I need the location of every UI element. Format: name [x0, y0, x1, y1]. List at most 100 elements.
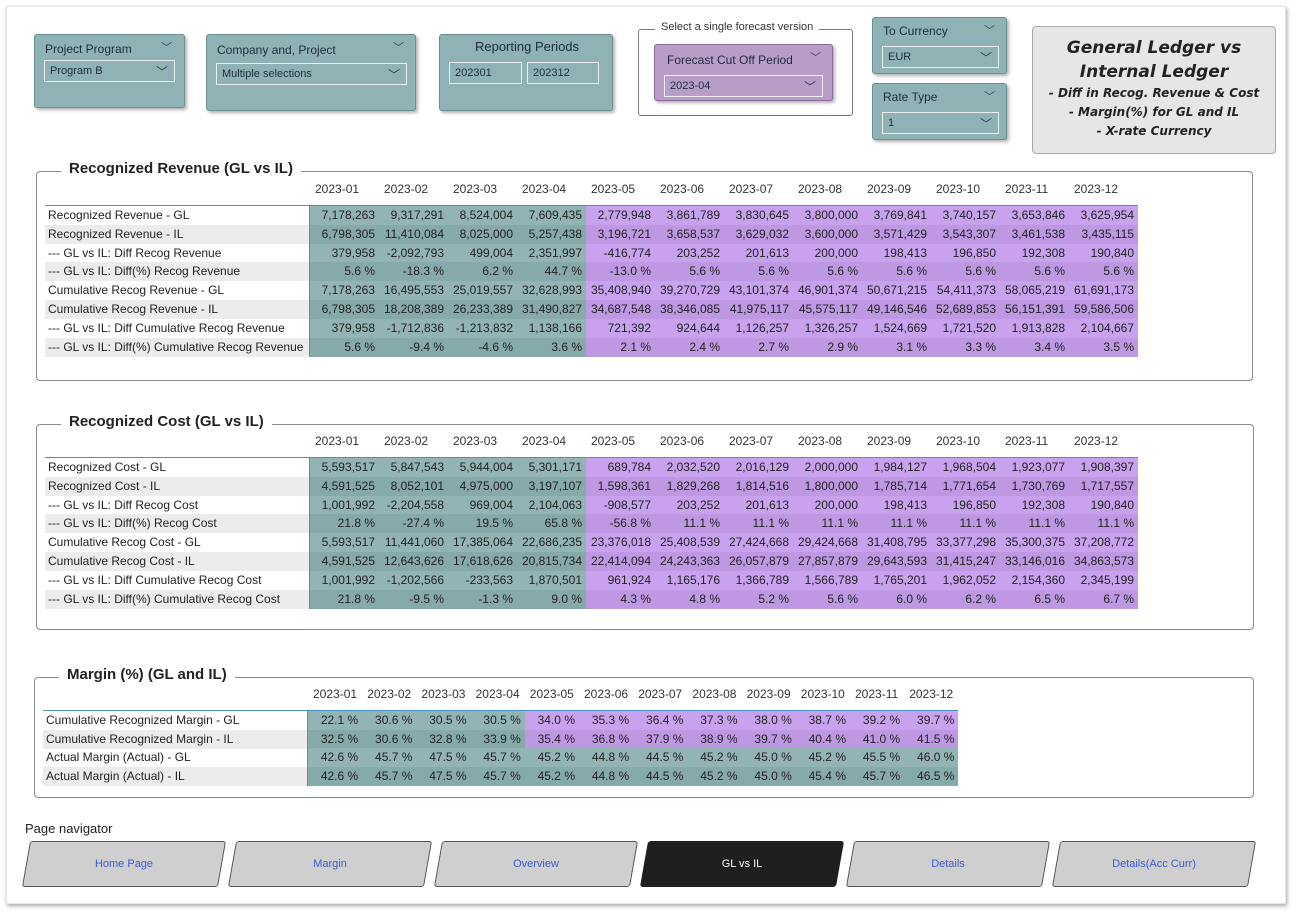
project-program-slicer[interactable]: Project Program ﹀ Program B ﹀	[34, 34, 185, 108]
period-from-value: 202301	[455, 67, 492, 79]
nav-button-details-acc-curr[interactable]: Details(Acc Curr)	[1051, 841, 1257, 887]
table-cell: 31,490,827	[517, 300, 586, 319]
cost-matrix[interactable]: Recognized Cost (GL vs IL) 2023-01 2023-0…	[36, 413, 1254, 630]
to-currency-slicer[interactable]: To Currency ﹀ EUR ﹀	[872, 17, 1007, 74]
table-row[interactable]: Recognized Revenue - IL 6,798,305 11,410,0…	[45, 224, 1138, 244]
table-cell: 22,414,094	[586, 552, 655, 571]
table-row[interactable]: --- GL vs IL: Diff Recog Revenue 379,958-…	[45, 243, 1138, 263]
table-row[interactable]: Actual Margin (Actual) - GL 42.6 % 45.7 % 4…	[43, 748, 959, 768]
table-cell: 45.2 %	[687, 748, 742, 768]
table-cell: 36.8 %	[579, 729, 634, 749]
column-header-2023-07: 2023-07	[729, 434, 774, 448]
table-cell: 8,025,000	[448, 224, 517, 244]
table-row[interactable]: Cumulative Recog Cost - GL 5,593,517 11,44…	[45, 533, 1138, 553]
table-cell: 30.6 %	[362, 711, 417, 730]
period-from-input[interactable]: 202301	[449, 62, 522, 84]
margin-matrix[interactable]: Margin (%) (GL and IL) 2023-01 2023-02 202…	[34, 666, 1254, 798]
column-header-2023-11: 2023-11	[1005, 182, 1049, 196]
table-cell: 3,830,645	[724, 206, 793, 225]
row-label: --- GL vs IL: Diff Cumulative Recog Cost	[45, 570, 310, 590]
company-project-dropdown[interactable]: Multiple selections ﹀	[216, 63, 407, 85]
nav-button-home-page[interactable]: Home Page	[21, 841, 227, 887]
table-row[interactable]: Recognized Cost - GL 5,593,517 5,847,543 5,…	[45, 458, 1138, 477]
project-program-dropdown[interactable]: Program B ﹀	[44, 60, 175, 82]
period-to-input[interactable]: 202312	[527, 62, 599, 84]
table-row[interactable]: --- GL vs IL: Diff Cumulative Recog Reve…	[45, 318, 1138, 338]
table-cell: 8,052,101	[379, 476, 448, 496]
table-row[interactable]: --- GL vs IL: Diff Recog Cost 1,001,992 -2…	[45, 495, 1138, 515]
table-cell: 29,643,593	[862, 552, 931, 571]
table-cell: 3.3 %	[931, 337, 1000, 357]
table-row[interactable]: --- GL vs IL: Diff Cumulative Recog Cost…	[45, 570, 1138, 590]
forecast-cutoff-slicer[interactable]: Forecast Cut Off Period ﹀ 2023-04 ﹀	[654, 44, 833, 101]
table-cell: 7,178,263	[310, 206, 379, 225]
table-cell: 5.6 %	[310, 262, 379, 282]
table-cell: 5,257,438	[517, 224, 586, 244]
table-cell: 379,958	[310, 318, 379, 338]
row-label: --- GL vs IL: Diff Recog Revenue	[45, 243, 310, 263]
table-cell: 16,495,553	[379, 281, 448, 301]
table-row[interactable]: --- GL vs IL: Diff(%) Cumulative Recog C…	[45, 589, 1138, 609]
nav-button-gl-vs-il[interactable]: GL vs IL	[639, 841, 845, 887]
revenue-matrix[interactable]: Recognized Revenue (GL vs IL) 2023-01 202…	[36, 160, 1253, 381]
table-cell: 196,850	[931, 495, 1000, 515]
nav-button-overview[interactable]: Overview	[433, 841, 639, 887]
chevron-down-icon[interactable]: ﹀	[393, 42, 404, 54]
table-cell: 2,016,129	[724, 458, 793, 477]
table-cell: 5.6 %	[793, 589, 862, 609]
project-program-title: Project Program	[45, 42, 132, 56]
table-cell: 200,000	[793, 495, 862, 515]
table-row[interactable]: --- GL vs IL: Diff(%) Recog Revenue 5.6 %…	[45, 262, 1138, 282]
table-cell: 1,165,176	[655, 570, 724, 590]
table-cell: 35,408,940	[586, 281, 655, 301]
table-cell: 9.0 %	[517, 589, 586, 609]
table-cell: 1,908,397	[1069, 458, 1138, 477]
table-cell: 5.6 %	[655, 262, 724, 282]
table-cell: 7,178,263	[310, 281, 379, 301]
table-cell: 45.7 %	[362, 766, 417, 786]
nav-button-details[interactable]: Details	[845, 841, 1051, 887]
table-row[interactable]: Recognized Cost - IL 4,591,525 8,052,101 4,…	[45, 476, 1138, 496]
chevron-down-icon[interactable]: ﹀	[161, 42, 172, 54]
table-cell: 45.7 %	[850, 766, 905, 786]
table-cell: 201,613	[724, 243, 793, 263]
rate-type-slicer[interactable]: Rate Type ﹀ 1 ﹀	[872, 83, 1007, 140]
table-cell: 192,308	[1000, 495, 1069, 515]
row-label: --- GL vs IL: Diff(%) Cumulative Recog R…	[45, 337, 310, 357]
to-currency-dropdown[interactable]: EUR ﹀	[882, 46, 999, 68]
table-cell: 18,208,389	[379, 300, 448, 319]
chevron-down-icon[interactable]: ﹀	[984, 25, 995, 37]
table-cell: -2,204,558	[379, 495, 448, 515]
table-cell: 54,411,373	[931, 281, 1000, 301]
table-row[interactable]: --- GL vs IL: Diff(%) Recog Cost 21.8 % -2…	[45, 514, 1138, 534]
rate-type-title: Rate Type	[883, 90, 938, 104]
reporting-periods-slicer[interactable]: Reporting Periods 202301 202312	[439, 34, 613, 111]
rate-type-dropdown[interactable]: 1 ﹀	[882, 112, 999, 134]
nav-button-margin[interactable]: Margin	[227, 841, 433, 887]
chevron-down-icon[interactable]: ﹀	[810, 52, 821, 64]
table-row[interactable]: Cumulative Recognized Margin - GL 22.1 % 3…	[43, 711, 959, 730]
column-header-2023-12: 2023-12	[1074, 182, 1119, 196]
table-row[interactable]: Cumulative Recog Revenue - GL 7,178,263 16…	[45, 281, 1138, 301]
column-header-2023-03: 2023-03	[421, 687, 466, 701]
table-cell: 5.2 %	[724, 589, 793, 609]
chevron-down-icon[interactable]: ﹀	[984, 91, 995, 103]
table-cell: 35.4 %	[524, 729, 579, 749]
table-cell: 42.6 %	[308, 766, 363, 786]
column-header-2023-06: 2023-06	[660, 182, 705, 196]
forecast-cutoff-dropdown[interactable]: 2023-04 ﹀	[664, 75, 823, 97]
table-cell: 33,377,298	[931, 533, 1000, 553]
table-row[interactable]: Cumulative Recog Cost - IL 4,591,525 12,64…	[45, 552, 1138, 571]
table-row[interactable]: Cumulative Recog Revenue - IL 6,798,305 18…	[45, 300, 1138, 319]
table-row[interactable]: Recognized Revenue - GL 7,178,263 9,317,29…	[45, 206, 1138, 225]
table-cell: 52,689,853	[931, 300, 1000, 319]
reporting-periods-title: Reporting Periods	[474, 39, 580, 54]
table-cell: 5.6 %	[862, 262, 931, 282]
company-project-slicer[interactable]: Company and, Project ﹀ Multiple selectio…	[206, 34, 416, 111]
table-cell: 5.6 %	[793, 262, 862, 282]
table-cell: 36.4 %	[633, 711, 688, 730]
table-row[interactable]: --- GL vs IL: Diff(%) Cumulative Recog R…	[45, 337, 1138, 357]
table-row[interactable]: Cumulative Recognized Margin - IL 32.5 % 3…	[43, 729, 959, 749]
report-subtitle-line: - Diff in Recog. Revenue & Cost	[1048, 86, 1260, 100]
table-row[interactable]: Actual Margin (Actual) - IL 42.6 % 45.7 % 4…	[43, 766, 959, 786]
